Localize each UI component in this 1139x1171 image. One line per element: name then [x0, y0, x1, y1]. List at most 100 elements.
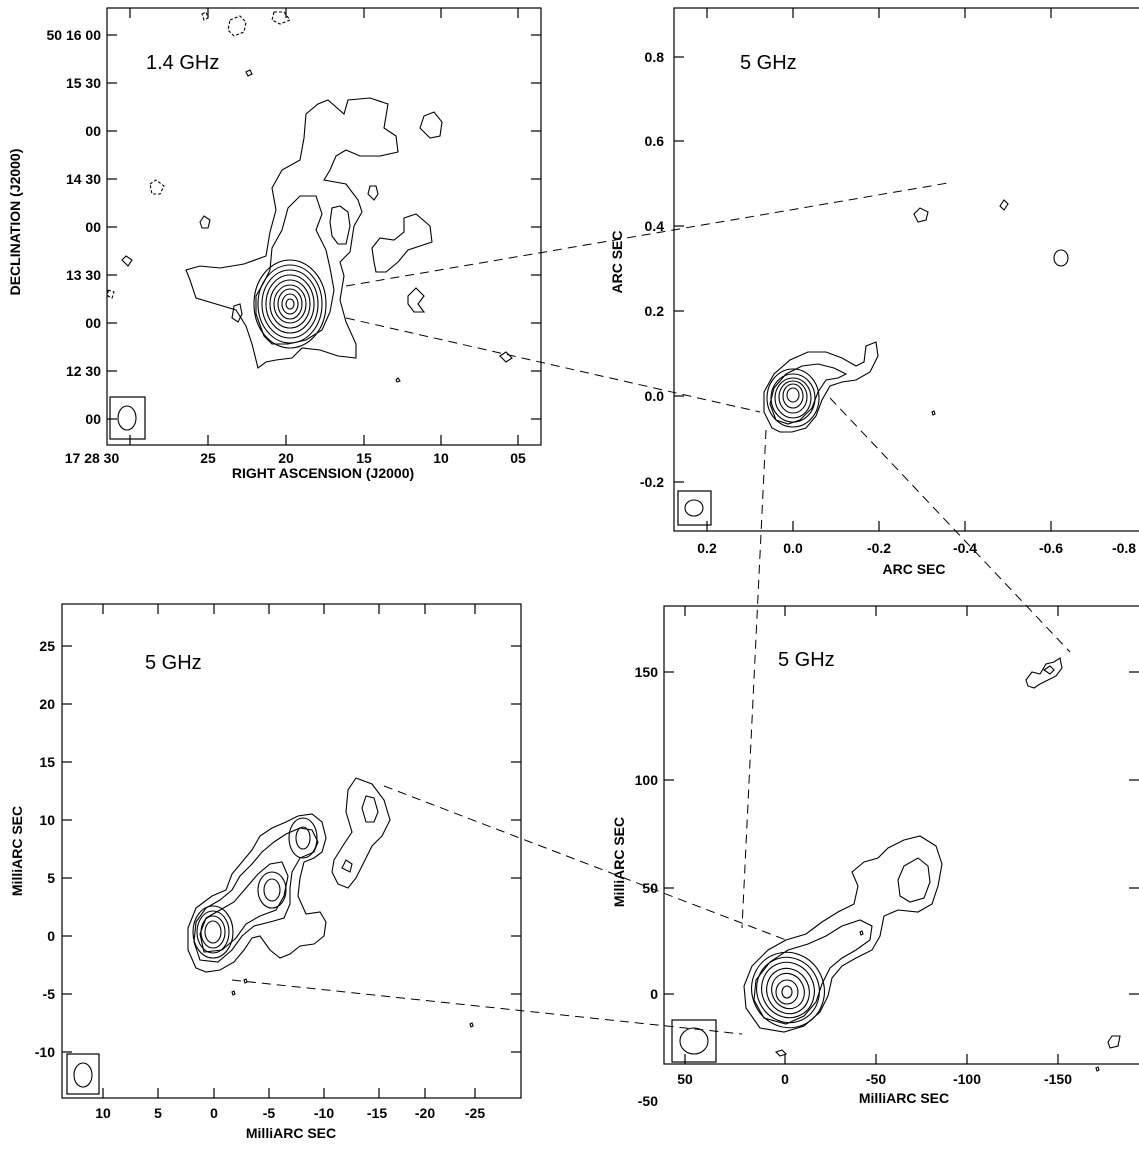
- y-tick-label: 10: [39, 812, 55, 828]
- x-tick-label: -20: [415, 1105, 435, 1121]
- y-tick-label: 5: [47, 870, 55, 886]
- x-tick-label: 05: [510, 450, 526, 466]
- x-axis-label: RIGHT ASCENSION (J2000): [232, 465, 414, 481]
- x-tick-label: 25: [200, 450, 216, 466]
- connector-line: [345, 182, 949, 287]
- y-tick-label: 12 30: [66, 363, 101, 379]
- frequency-label: 1.4 GHz: [146, 52, 219, 74]
- contours: [743, 657, 1121, 1072]
- x-axis-label: MilliARC SEC: [859, 1090, 949, 1106]
- y-tick-label: 0.4: [645, 218, 665, 234]
- x-tick-label: 0.2: [697, 540, 717, 556]
- connector-line: [231, 979, 743, 1035]
- y-tick-label: 25: [39, 638, 55, 654]
- y-tick-label: 0.2: [645, 303, 665, 319]
- y-tick-labels: 50 16 00 15 30 00 14 30 00 13 30 00 12 3…: [47, 27, 102, 427]
- frequency-label: 5 GHz: [740, 52, 797, 74]
- x-tick-label: -10: [314, 1105, 334, 1121]
- x-tick-label: -5: [263, 1105, 276, 1121]
- x-tick-label: -0.6: [1039, 540, 1063, 556]
- connector-line: [345, 317, 761, 413]
- zoom-connector-lines: [231, 182, 1071, 1035]
- y-tick-label: -0.2: [640, 474, 664, 490]
- x-tick-label: -0.4: [953, 540, 977, 556]
- x-tick-label: -0.2: [867, 540, 891, 556]
- ticks-panel-3: [62, 604, 521, 1098]
- x-tick-label: -0.8: [1112, 540, 1136, 556]
- x-tick-label: 20: [278, 450, 294, 466]
- x-axis-label: MilliARC SEC: [246, 1125, 336, 1141]
- y-tick-label: 50 16 00: [47, 27, 102, 43]
- y-tick-label: 100: [635, 772, 659, 788]
- panel-frame: [663, 605, 1139, 1065]
- beam-box: [677, 490, 712, 526]
- y-tick-label: 0.8: [645, 49, 665, 65]
- panel-frame: [673, 7, 1139, 532]
- beam-ellipse: [684, 499, 704, 517]
- y-tick-labels: 25 20 15 10 5 0 -5 -10: [35, 638, 55, 1060]
- panel-frame: [61, 603, 522, 1099]
- contours: [187, 777, 474, 1028]
- contours: [107, 11, 513, 383]
- y-tick-label: -50: [638, 1093, 658, 1109]
- y-tick-labels: 150 100 50 0 -50: [635, 664, 659, 1109]
- y-tick-label: 00: [85, 123, 101, 139]
- y-tick-label: 0.0: [645, 388, 665, 404]
- connector-line: [741, 429, 767, 929]
- x-tick-label: 17 28 30: [65, 450, 120, 466]
- x-axis-label: ARC SEC: [882, 561, 945, 577]
- connector-line: [383, 785, 787, 941]
- x-tick-label: -150: [1044, 1071, 1072, 1087]
- x-tick-labels: 50 0 -50 -100 -150: [677, 1071, 1072, 1087]
- beam-ellipse: [73, 1062, 93, 1088]
- x-tick-label: 15: [356, 450, 372, 466]
- y-tick-label: 15: [39, 754, 55, 770]
- ticks-panel-4: [664, 606, 1139, 1064]
- panel-5ghz-arcsec: 5 GHz 0.2 0.0 -0.2 -0.4 -0.6 -0.8 0.8 0.…: [609, 7, 1139, 577]
- y-tick-label: 00: [85, 315, 101, 331]
- x-tick-label: 0: [210, 1105, 218, 1121]
- beam-box: [109, 396, 146, 440]
- x-tick-label: 5: [154, 1105, 162, 1121]
- frequency-label: 5 GHz: [778, 649, 835, 671]
- x-tick-label: 50: [677, 1071, 693, 1087]
- y-tick-label: 15 30: [66, 75, 101, 91]
- x-tick-label: -25: [465, 1105, 485, 1121]
- x-tick-label: -50: [866, 1071, 886, 1087]
- x-tick-label: 0: [781, 1071, 789, 1087]
- y-tick-label: 00: [85, 219, 101, 235]
- panel-5ghz-mas-left: 5 GHz 10 5 0 -5 -10 -15 -20 -25 25 20 15…: [9, 603, 522, 1141]
- beam-ellipse: [679, 1027, 709, 1055]
- y-tick-label: 150: [635, 664, 659, 680]
- y-tick-label: -5: [43, 986, 56, 1002]
- panel-1-4ghz: 1.4 GHz 17 28 30 25 20 15 10 05 50 16 00…: [7, 7, 542, 481]
- x-tick-label: 0.0: [783, 540, 803, 556]
- beam-box: [671, 1019, 717, 1063]
- x-tick-labels: 17 28 30 25 20 15 10 05: [65, 450, 526, 466]
- y-tick-label: 0: [650, 986, 658, 1002]
- x-tick-label: 10: [433, 450, 449, 466]
- contours: [763, 199, 1069, 433]
- y-tick-label: 0.6: [645, 133, 665, 149]
- y-tick-label: 00: [85, 411, 101, 427]
- connector-line: [829, 397, 1071, 653]
- y-axis-label: MilliARC SEC: [611, 817, 627, 907]
- y-tick-label: 20: [39, 696, 55, 712]
- frequency-label: 5 GHz: [145, 652, 202, 674]
- y-axis-label: MilliARC SEC: [9, 806, 25, 896]
- y-tick-label: -10: [35, 1044, 55, 1060]
- beam-box: [66, 1053, 100, 1095]
- x-tick-labels: 10 5 0 -5 -10 -15 -20 -25: [95, 1105, 485, 1121]
- x-tick-label: 10: [95, 1105, 111, 1121]
- y-axis-label: ARC SEC: [609, 230, 625, 293]
- panel-5ghz-mas-right: 5 GHz 50 0 -50 -100 -150 150 100 50 0 -5…: [611, 605, 1139, 1109]
- x-tick-labels: 0.2 0.0 -0.2 -0.4 -0.6 -0.8: [697, 540, 1136, 556]
- y-tick-label: 0: [47, 928, 55, 944]
- beam-ellipse: [117, 405, 137, 431]
- ticks-panel-1: [107, 8, 541, 445]
- y-tick-label: 13 30: [66, 267, 101, 283]
- x-tick-label: -100: [953, 1071, 981, 1087]
- y-tick-labels: 0.8 0.6 0.4 0.2 0.0 -0.2: [640, 49, 664, 490]
- ticks-panel-2: [674, 8, 1052, 531]
